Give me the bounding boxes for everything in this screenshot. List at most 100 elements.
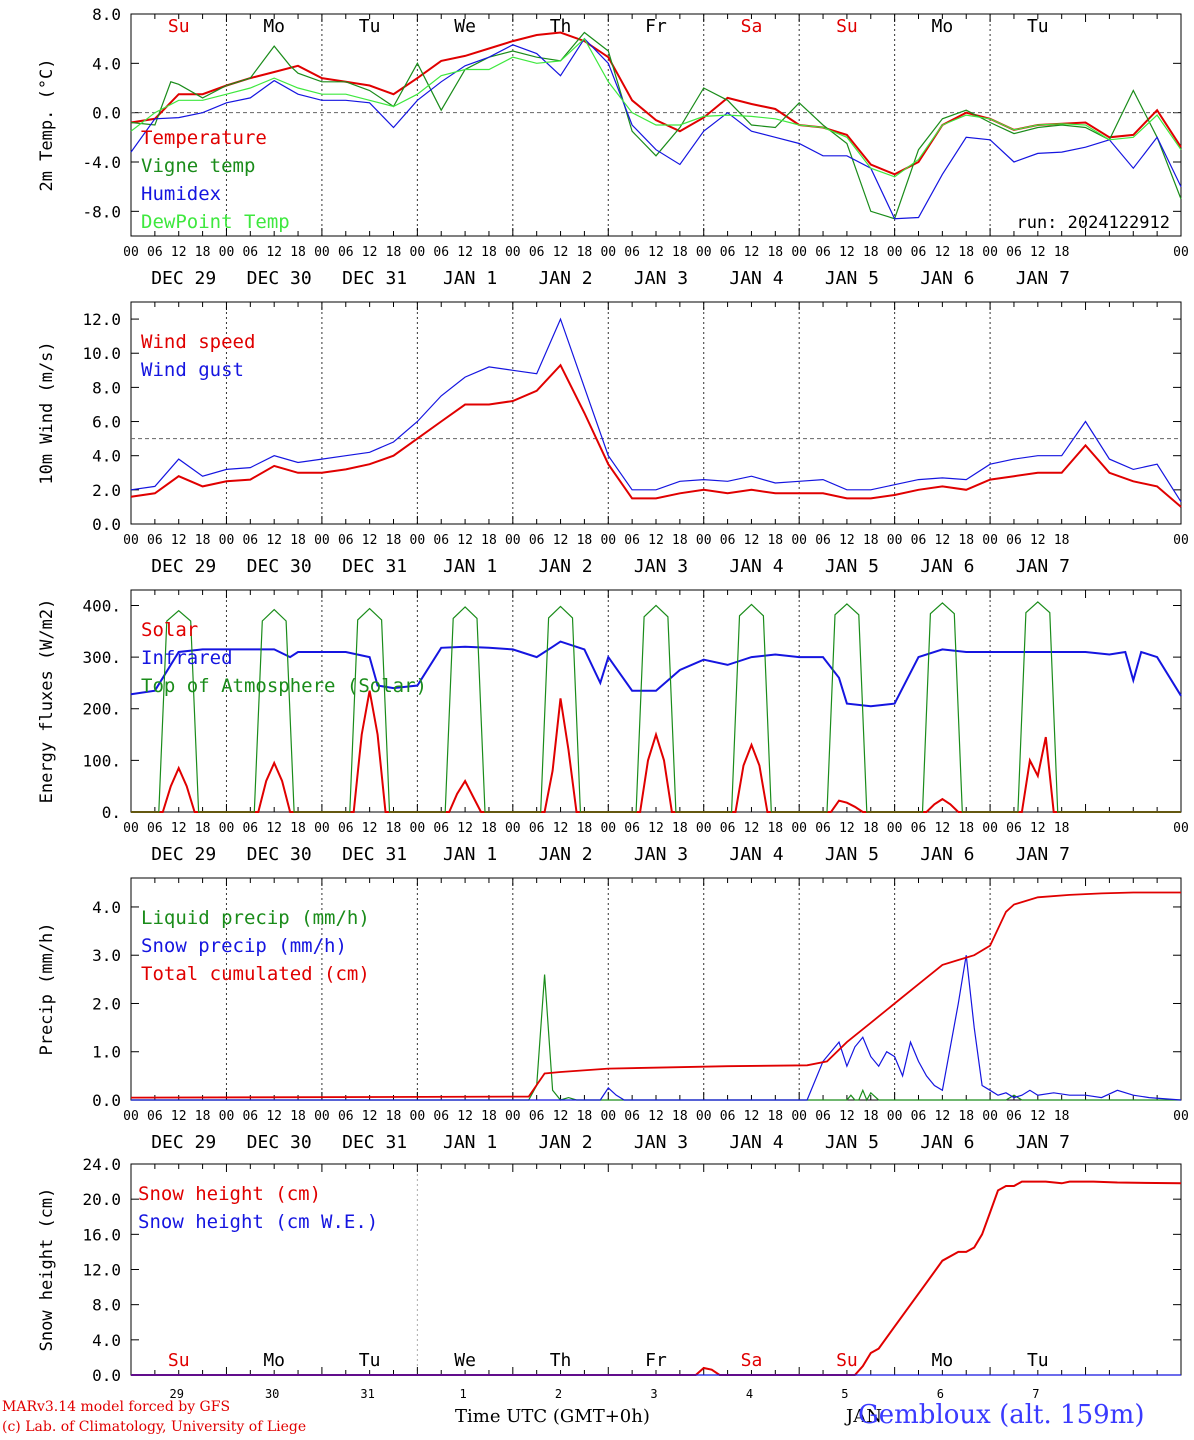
panel-1: 8.0 4.0 0.0 -4.0 -8.0 Temperature Vigne temp Hu…: [37, 5, 1189, 289]
day-label: JAN 5: [825, 844, 879, 865]
day-label: JAN 2: [538, 556, 592, 577]
hour-tick-label: 00: [791, 245, 807, 260]
hour-tick-label: 18: [195, 1109, 211, 1124]
hour-tick-label: 18: [1054, 821, 1070, 836]
hour-tick-label: 12: [935, 533, 951, 548]
y-tick-label: 1.0: [92, 1043, 121, 1062]
day-number: 6: [937, 1387, 944, 1401]
hour-tick-label: 06: [815, 821, 831, 836]
hour-tick-label: 00: [410, 821, 426, 836]
hour-tick-label: 00: [982, 821, 998, 836]
series-line-blue: [130, 317, 1182, 503]
day-label: JAN 3: [634, 268, 688, 289]
day-label: JAN 2: [538, 268, 592, 289]
series-line-red: [131, 690, 1181, 813]
legend-entry: Temperature: [141, 127, 267, 149]
hour-tick-label: 12: [266, 1109, 282, 1124]
legend-entry: Snow precip (mm/h): [141, 935, 347, 957]
hour-tick-label: 12: [553, 245, 569, 260]
x-axis-label: Time UTC (GMT+0h): [455, 1406, 650, 1427]
series-line-blue: [130, 640, 1182, 708]
hour-tick-label: 00: [123, 821, 139, 836]
y-tick-label: 4.0: [92, 898, 121, 917]
day-label: DEC 29: [151, 1132, 216, 1153]
hour-tick-label: 00: [696, 1109, 712, 1124]
hour-tick-label: 00: [982, 533, 998, 548]
hour-tick-label: 06: [815, 533, 831, 548]
day-label: JAN 1: [443, 556, 497, 577]
hour-tick-label: 00: [791, 1109, 807, 1124]
hour-tick-label: 18: [577, 245, 593, 260]
plot-frame: [130, 301, 1182, 525]
day-label: JAN 4: [729, 556, 783, 577]
hour-tick-label: 18: [290, 821, 306, 836]
plot-frame: [130, 589, 1182, 813]
weekday-label: Su: [168, 1350, 190, 1371]
y-tick-label: 400.: [82, 596, 121, 615]
hour-tick-label: 18: [1054, 1109, 1070, 1124]
day-label: JAN 6: [920, 556, 974, 577]
hour-tick-label: 00: [123, 533, 139, 548]
hour-tick-label: 18: [863, 1109, 879, 1124]
hour-tick-label: 00: [410, 533, 426, 548]
hour-tick-label: 12: [839, 245, 855, 260]
hour-tick-label: 00: [982, 245, 998, 260]
hour-tick-label: 18: [481, 245, 497, 260]
hour-tick-label: 06: [624, 821, 640, 836]
hour-tick-label: 06: [338, 1109, 354, 1124]
hour-tick-label: 06: [624, 533, 640, 548]
hour-tick-label: 00: [505, 533, 521, 548]
hour-tick-label: 12: [744, 245, 760, 260]
day-label: JAN 3: [634, 556, 688, 577]
hour-tick-label: 06: [911, 533, 927, 548]
hour-tick-label: 12: [362, 533, 378, 548]
day-label: JAN 4: [729, 268, 783, 289]
hour-tick-label: 00: [600, 821, 616, 836]
day-number: 30: [265, 1387, 279, 1401]
weekday-label: Mo: [263, 1350, 285, 1371]
hour-tick-label: 12: [362, 1109, 378, 1124]
day-label: DEC 31: [342, 1132, 407, 1153]
day-label: DEC 29: [151, 844, 216, 865]
series-line-blue: [131, 955, 1182, 1101]
weekday-label: Sa: [741, 16, 763, 37]
hour-tick-label: 12: [171, 245, 187, 260]
day-label: DEC 31: [342, 268, 407, 289]
hour-tick-label: 12: [1030, 245, 1046, 260]
hour-tick-label: 06: [338, 245, 354, 260]
hour-tick-label: 18: [672, 245, 688, 260]
series-line-light_green: [130, 37, 1182, 178]
y-axis-label: Energy fluxes (W/m2): [37, 599, 57, 804]
hour-tick-label: 12: [744, 533, 760, 548]
hour-tick-label: 00: [696, 821, 712, 836]
hour-tick-label: 12: [839, 821, 855, 836]
day-number: 7: [1032, 1387, 1039, 1401]
hour-tick-label: 18: [672, 1109, 688, 1124]
hour-tick-label: 06: [815, 245, 831, 260]
hour-tick-label: 00: [696, 245, 712, 260]
hour-tick-label: 06: [433, 1109, 449, 1124]
hour-tick-label: 18: [863, 245, 879, 260]
hour-tick-label: 00: [410, 1109, 426, 1124]
y-tick-label: 12.0: [82, 310, 121, 329]
y-tick-label: 20.0: [82, 1190, 121, 1209]
y-tick-label: 0.0: [92, 1091, 121, 1110]
day-label: JAN 6: [920, 1132, 974, 1153]
day-label: JAN 3: [634, 844, 688, 865]
hour-tick-label: 06: [147, 533, 163, 548]
hour-tick-label: 06: [720, 533, 736, 548]
legend-entry: Infrared: [141, 647, 233, 669]
y-tick-label: 4.0: [92, 54, 121, 73]
hour-tick-label: 00: [314, 821, 330, 836]
hour-tick-label: 00: [505, 821, 521, 836]
legend-entry: Solar: [141, 619, 198, 641]
hour-tick-label: 12: [457, 245, 473, 260]
hour-tick-label: 00: [982, 1109, 998, 1124]
hour-tick-label: 00: [1173, 821, 1189, 836]
y-axis-label: 2m Temp. (°C): [37, 58, 57, 191]
hour-tick-label: 12: [171, 1109, 187, 1124]
y-axis-label: Snow height (cm): [37, 1188, 57, 1352]
y-tick-label: 0.: [102, 803, 121, 822]
y-tick-label: 300.: [82, 648, 121, 667]
y-tick-label: 8.0: [92, 5, 121, 24]
